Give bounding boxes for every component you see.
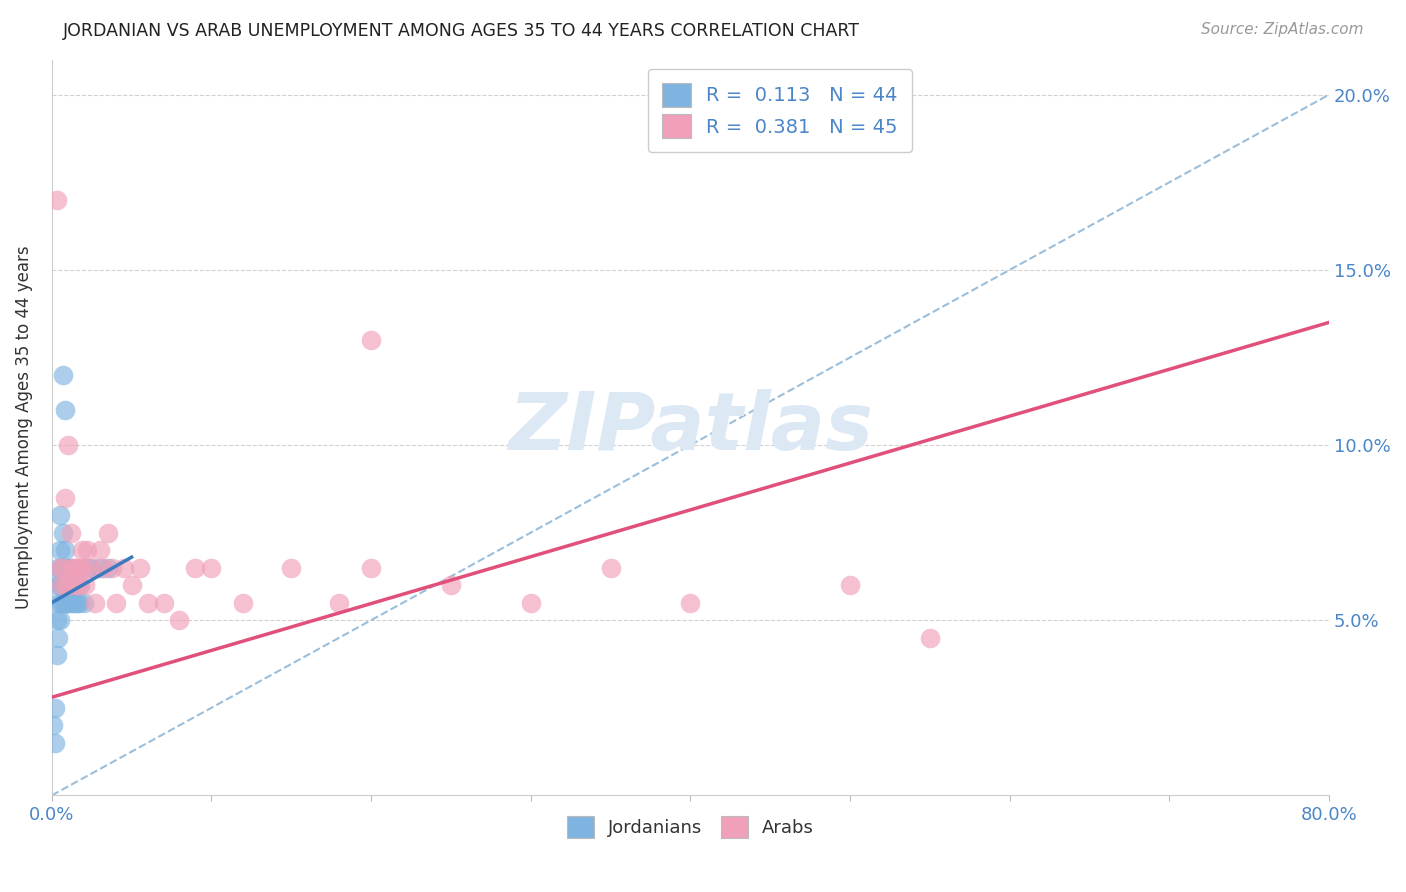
Point	[65, 578, 87, 592]
Point	[66, 560, 89, 574]
Point	[52, 525, 75, 540]
Point	[184, 560, 207, 574]
Point	[59, 560, 82, 574]
Point	[62, 596, 84, 610]
Point	[83, 596, 105, 610]
Point	[169, 613, 191, 627]
Point	[53, 578, 76, 592]
Point	[91, 560, 114, 574]
Point	[63, 560, 86, 574]
Point	[46, 560, 69, 574]
Point	[440, 578, 463, 592]
Point	[53, 596, 76, 610]
Point	[67, 578, 90, 592]
Point	[101, 560, 124, 574]
Point	[328, 596, 350, 610]
Point	[53, 491, 76, 505]
Point	[80, 560, 103, 574]
Y-axis label: Unemployment Among Ages 35 to 44 years: Unemployment Among Ages 35 to 44 years	[15, 245, 32, 609]
Point	[53, 543, 76, 558]
Point	[51, 578, 73, 592]
Point	[58, 578, 80, 592]
Point	[46, 596, 69, 610]
Point	[48, 543, 70, 558]
Point	[55, 560, 77, 574]
Point	[599, 560, 621, 574]
Point	[136, 596, 159, 610]
Point	[520, 596, 543, 610]
Point	[89, 560, 111, 574]
Point	[280, 560, 302, 574]
Point	[45, 648, 67, 663]
Point	[360, 560, 382, 574]
Point	[51, 578, 73, 592]
Point	[48, 508, 70, 522]
Point	[46, 631, 69, 645]
Point	[56, 438, 79, 452]
Point	[128, 560, 150, 574]
Text: Source: ZipAtlas.com: Source: ZipAtlas.com	[1201, 22, 1364, 37]
Point	[42, 718, 65, 732]
Point	[52, 560, 75, 574]
Point	[73, 596, 96, 610]
Point	[360, 333, 382, 347]
Point	[56, 578, 79, 592]
Point	[48, 560, 70, 574]
Point	[679, 596, 702, 610]
Point	[59, 578, 82, 592]
Point	[53, 403, 76, 417]
Point	[62, 560, 84, 574]
Point	[69, 560, 91, 574]
Point	[59, 525, 82, 540]
Point	[89, 543, 111, 558]
Point	[56, 596, 79, 610]
Point	[52, 596, 75, 610]
Text: JORDANIAN VS ARAB UNEMPLOYMENT AMONG AGES 35 TO 44 YEARS CORRELATION CHART: JORDANIAN VS ARAB UNEMPLOYMENT AMONG AGE…	[63, 22, 860, 40]
Point	[55, 578, 77, 592]
Point	[66, 596, 89, 610]
Point	[58, 596, 80, 610]
Point	[51, 560, 73, 574]
Point	[51, 596, 73, 610]
Legend: Jordanians, Arabs: Jordanians, Arabs	[560, 809, 821, 846]
Point	[65, 578, 87, 592]
Point	[839, 578, 862, 592]
Point	[75, 578, 97, 592]
Point	[58, 578, 80, 592]
Point	[48, 578, 70, 592]
Point	[70, 543, 93, 558]
Text: ZIPatlas: ZIPatlas	[508, 389, 873, 467]
Point	[44, 736, 66, 750]
Point	[121, 578, 143, 592]
Point	[67, 596, 90, 610]
Point	[52, 560, 75, 574]
Point	[45, 613, 67, 627]
Point	[52, 368, 75, 382]
Point	[44, 701, 66, 715]
Point	[918, 631, 941, 645]
Point	[69, 578, 91, 592]
Point	[56, 560, 79, 574]
Point	[76, 543, 98, 558]
Point	[104, 596, 127, 610]
Point	[200, 560, 222, 574]
Point	[48, 613, 70, 627]
Point	[152, 596, 174, 610]
Point	[97, 560, 120, 574]
Point	[45, 578, 67, 592]
Point	[112, 560, 135, 574]
Point	[232, 596, 254, 610]
Point	[97, 525, 120, 540]
Point	[55, 596, 77, 610]
Point	[63, 596, 86, 610]
Point	[80, 560, 103, 574]
Point	[76, 560, 98, 574]
Point	[45, 193, 67, 207]
Point	[73, 560, 96, 574]
